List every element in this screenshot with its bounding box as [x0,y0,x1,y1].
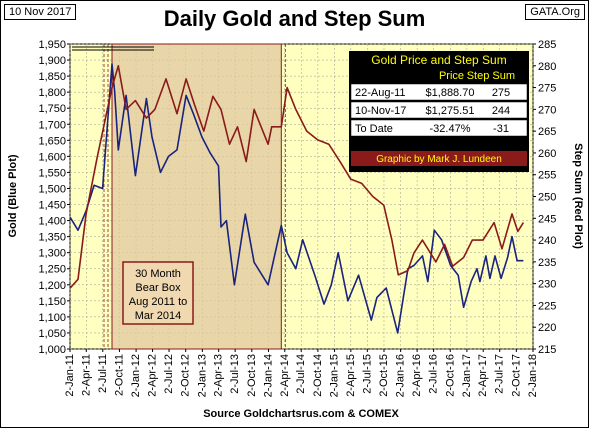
table-cell: -32.47% [430,123,471,135]
bear-box-label: Aug 2011 to [129,296,188,308]
y2-tick-label: 275 [538,83,556,95]
x-tick-label: 2-Apr-14 [279,354,291,397]
y-tick-label: 1,750 [38,103,66,115]
y-tick-label: 1,150 [38,296,66,308]
y-tick-label: 1,500 [38,183,66,195]
y-tick-label: 1,900 [38,55,66,67]
y2-tick-label: 260 [538,148,556,160]
table-col-header: Step Sum [467,70,515,82]
table-cell: 244 [492,105,510,117]
x-tick-label: 2-Jan-16 [395,354,407,397]
x-tick-label: 2-Jan-12 [130,354,142,397]
bear-box-label-bg [122,261,194,325]
bear-box-label: Bear Box [135,282,181,294]
x-tick-label: 2-Apr-15 [345,354,357,397]
price-table: Gold Price and Step Sum Price Step Sum 22-A… [349,51,529,172]
x-tick-label: 2-Apr-17 [477,354,489,397]
y-tick-label: 1,700 [38,119,66,131]
y2-tick-label: 230 [538,279,556,291]
y2-tick-label: 245 [538,213,556,225]
y2-tick-label: 265 [538,126,556,138]
x-tick-label: 2-Oct-12 [180,354,192,397]
y-tick-label: 1,400 [38,216,66,228]
y2-tick-label: 285 [538,39,556,51]
y2-tick-label: 235 [538,257,556,269]
site-label: GATA.Org [525,4,585,20]
y2-tick-label: 225 [538,300,556,312]
y-tick-label: 1,000 [38,344,66,356]
bear-box-label: 30 Month [135,268,181,280]
x-tick-label: 2-Apr-11 [80,354,92,396]
table-cell: -31 [493,123,509,135]
y-tick-label: 1,600 [38,151,66,163]
y-tick-label: 1,800 [38,87,66,99]
x-tick-label: 2-Apr-13 [213,354,225,397]
x-tick-label: 2-Oct-11 [113,354,125,396]
x-tick-label: 2-Jan-13 [196,354,208,397]
table-cell: To Date [355,123,393,135]
x-tick-label: 2-Oct-14 [312,354,324,397]
y2-tick-label: 220 [538,322,556,334]
axes-layer: 1,000 1,050 1,100 1,150 1,200 1,250 1,300 1,350… [38,39,556,397]
y-tick-label: 1,350 [38,232,66,244]
x-tick-label: 2-Jul-13 [229,354,241,394]
date-label: 10 Nov 2017 [4,4,77,20]
x-tick-label: 2-Jan-17 [461,354,473,397]
bear-box-label: Mar 2014 [135,310,181,322]
table-title: Gold Price and Step Sum [371,53,506,67]
chart-title: Daily Gold and Step Sum [163,6,426,31]
x-tick-label: 2-Jan-14 [262,354,274,397]
table-cell: 10-Nov-17 [355,105,406,117]
x-tick-label: 2-Jan-18 [527,354,539,397]
x-tick-label: 2-Jul-15 [361,354,373,394]
table-row-bg [350,83,528,101]
y2-tick-label: 270 [538,104,556,116]
x-tick-label: 2-Oct-16 [444,354,456,397]
x-tick-label: 2-Jan-15 [329,354,341,397]
series-layer [69,63,525,334]
table-cell: $1,888.70 [426,87,475,99]
x-tick-label: 2-Jul-11 [97,354,109,393]
y-tick-label: 1,850 [38,71,66,83]
table-col-header: Price [439,70,464,82]
y-tick-label: 1,250 [38,264,66,276]
table-cell: 22-Aug-11 [355,87,406,99]
x-tick-label: 2-Jul-14 [295,354,307,394]
bear-box: 30 Month Bear Box Aug 2011 to Mar 2014 [72,43,286,350]
table-row-bg [350,119,528,137]
series-line-step-sum [69,65,525,289]
y-tick-label: 1,100 [38,312,66,324]
y2-tick-label: 215 [538,344,556,356]
y-tick-label: 1,050 [38,328,66,340]
x-tick-label: 2-Jan-11 [64,354,76,397]
y-tick-label: 1,300 [38,248,66,260]
x-tick-label: 2-Jul-12 [163,354,175,394]
x-tick-label: 2-Jul-16 [428,354,440,394]
x-tick-label: 2-Oct-15 [378,354,390,397]
y2-tick-label: 280 [538,61,556,73]
y-tick-label: 1,450 [38,200,66,212]
x-tick-label: 2-Oct-13 [246,354,258,397]
table-footer: Graphic by Mark J. Lundeen [376,154,502,165]
table-footer-bg [351,151,527,166]
y-tick-label: 1,950 [38,39,66,51]
table-cell: $1,275.51 [426,105,475,117]
x-tick-label: 2-Apr-12 [147,354,159,397]
y2-tick-label: 240 [538,235,556,247]
x-tick-label: 2-Oct-17 [510,354,522,397]
y2-axis-label: Step Sum (Red Plot) [572,143,584,249]
y-axis-label: Gold (Blue Plot) [7,154,19,237]
series-line-gold [69,63,524,334]
table-row-bg [350,101,528,119]
y2-tick-label: 255 [538,170,556,182]
y2-tick-label: 250 [538,192,556,204]
y-tick-label: 1,550 [38,167,66,179]
y-tick-label: 1,650 [38,135,66,147]
x-axis-label: Source Goldchartsrus.com & COMEX [203,408,399,420]
table-cell: 275 [492,87,510,99]
x-tick-label: 2-Jul-17 [494,354,506,394]
x-tick-label: 2-Apr-16 [411,354,423,397]
y-tick-label: 1,200 [38,280,66,292]
